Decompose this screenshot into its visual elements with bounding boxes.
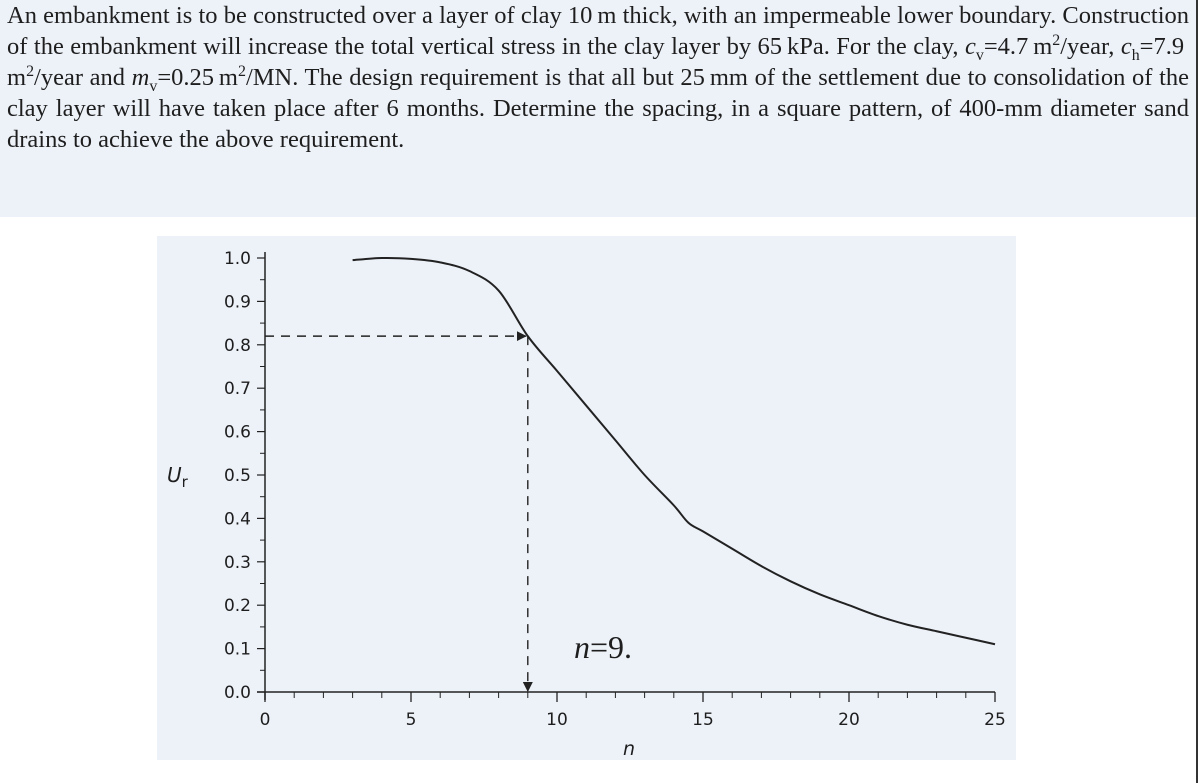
ch-subscript: h xyxy=(1131,46,1140,64)
cv-subscript: v xyxy=(975,46,984,64)
x-tick-label: 25 xyxy=(984,710,1006,730)
y-tick-label: 0.2 xyxy=(224,596,251,616)
x-tick-label: 15 xyxy=(692,710,714,730)
ur-vs-n-chart: 0.0 0.1 0.2 0.3 0.4 0.5 0.6 0.7 0.8 0.9 1.0 0 5 10 15 2… xyxy=(167,249,1006,760)
problem-text-part: An embankment is to be constructed over … xyxy=(7,2,1189,60)
y-tick-label: 0.4 xyxy=(224,509,251,529)
right-border xyxy=(1196,0,1198,783)
ch-unit-sup: 2 xyxy=(26,62,35,80)
ch-symbol: c xyxy=(1120,33,1132,60)
y-tick-label: 0.9 xyxy=(224,292,251,312)
y-tick-label: 0.5 xyxy=(224,466,251,486)
mv-value: =0.25 m xyxy=(157,64,238,91)
x-tick-label: 10 xyxy=(546,710,568,730)
x-tick-label: 0 xyxy=(260,710,271,730)
y-tick-label: 0.7 xyxy=(224,379,251,399)
y-tick-label: 0.8 xyxy=(224,336,251,356)
ch-value: =7.9 m xyxy=(7,33,1189,91)
cv-symbol: c xyxy=(965,33,976,60)
axes: 0.0 0.1 0.2 0.3 0.4 0.5 0.6 0.7 0.8 0.9 1.0 0 5 10 15 2… xyxy=(224,249,1006,730)
y-tick-label: 0.6 xyxy=(224,423,251,443)
problem-text: An embankment is to be constructed over … xyxy=(7,0,1189,155)
cv-value: =4.7 m xyxy=(983,33,1053,60)
mv-subscript: v xyxy=(149,77,158,95)
y-tick-label: 1.0 xyxy=(224,249,251,269)
n-equals-annotation: n=9. xyxy=(574,629,632,665)
cv-unit-sup: 2 xyxy=(1052,31,1061,49)
y-tick-label: 0.0 xyxy=(224,683,251,703)
x-axis-label: n xyxy=(623,738,635,760)
problem-statement: An embankment is to be constructed over … xyxy=(0,0,1197,217)
annotations xyxy=(265,331,533,692)
y-tick-label: 0.3 xyxy=(224,553,251,573)
cv-unit-tail: /year, xyxy=(1060,33,1121,60)
x-tick-label: 20 xyxy=(838,710,860,730)
chart-panel: 0.0 0.1 0.2 0.3 0.4 0.5 0.6 0.7 0.8 0.9 1.0 0 5 10 15 2… xyxy=(157,236,1016,760)
mv-symbol: m xyxy=(131,64,150,91)
ch-unit-tail: /year and xyxy=(34,64,132,91)
y-tick-label: 0.1 xyxy=(224,640,251,660)
x-tick-label: 5 xyxy=(406,710,417,730)
y-axis-label: Ur xyxy=(167,463,189,491)
ur-curve xyxy=(352,256,996,646)
mv-unit-sup: 2 xyxy=(237,62,246,80)
mv-unit-tail: /MN. The design requirement is that all … xyxy=(7,64,1189,153)
